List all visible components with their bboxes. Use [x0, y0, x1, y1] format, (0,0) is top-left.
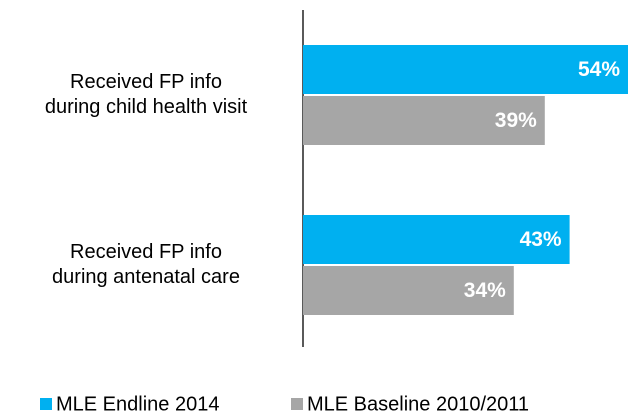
value-label: 34% — [464, 279, 506, 302]
legend-label: MLE Endline 2014 — [56, 393, 219, 415]
value-label: 54% — [578, 58, 620, 81]
value-label: 43% — [520, 228, 562, 251]
category-label: Received FP info during antenatal care — [52, 241, 240, 288]
bar — [303, 215, 570, 264]
value-label: 39% — [495, 109, 537, 132]
legend-swatch — [40, 398, 52, 410]
bar — [303, 96, 545, 145]
bar — [303, 266, 514, 315]
legend-swatch — [291, 398, 303, 410]
category-label: Received FP info during child health vis… — [44, 71, 248, 118]
bar — [303, 45, 628, 94]
legend-label: MLE Baseline 2010/2011 — [307, 393, 529, 415]
